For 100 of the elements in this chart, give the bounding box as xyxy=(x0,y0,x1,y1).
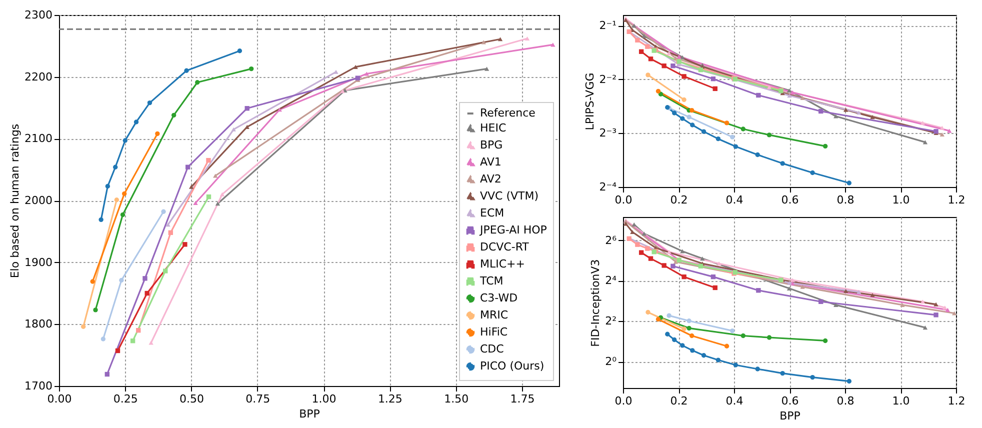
point xyxy=(93,308,98,312)
point xyxy=(920,300,926,304)
point xyxy=(822,338,828,344)
point xyxy=(220,192,225,196)
point xyxy=(686,114,692,120)
point xyxy=(680,343,685,348)
point xyxy=(206,194,212,200)
point xyxy=(114,198,120,202)
y-axis-title: LPIPS-VGG xyxy=(583,72,596,130)
point xyxy=(680,116,685,121)
point xyxy=(120,212,126,218)
point xyxy=(724,120,730,126)
point xyxy=(680,55,685,60)
point xyxy=(185,164,190,170)
point xyxy=(686,326,692,331)
point xyxy=(710,274,716,280)
legend-label: AV2 xyxy=(480,172,502,186)
y-axis-title: Elo based on human ratings xyxy=(8,124,22,278)
point xyxy=(716,358,721,362)
legend-label: HEIC xyxy=(480,122,506,134)
point xyxy=(638,49,644,54)
point xyxy=(113,164,118,170)
point xyxy=(790,278,795,282)
point xyxy=(810,374,815,380)
point xyxy=(524,36,530,41)
point xyxy=(670,264,676,268)
legend-label: MRIC xyxy=(480,308,508,322)
point xyxy=(147,100,152,106)
point xyxy=(119,278,124,283)
legend-label: JPEG-AI HOP xyxy=(479,224,548,236)
x-tick-label: 0.00 xyxy=(47,392,72,406)
point xyxy=(80,324,86,329)
point xyxy=(277,108,282,112)
point xyxy=(682,326,686,332)
legend-label: AV1 xyxy=(480,156,502,168)
point xyxy=(833,114,838,118)
point xyxy=(98,217,104,222)
point xyxy=(766,85,772,90)
point xyxy=(846,180,852,186)
x-tick-label: 1.2 xyxy=(948,194,966,206)
point xyxy=(843,108,848,112)
point xyxy=(900,302,905,307)
x-tick-label: 0.4 xyxy=(726,194,744,206)
x-tick-label: 0.25 xyxy=(113,392,138,406)
y-tick-label: 2² xyxy=(605,314,616,328)
x-tick-label: 0.2 xyxy=(670,394,688,408)
y-tick-label: 2200 xyxy=(24,70,52,84)
point xyxy=(810,170,815,176)
legend-label: MLIC++ xyxy=(480,258,525,270)
point xyxy=(244,124,250,129)
point xyxy=(740,333,746,338)
point xyxy=(364,72,370,76)
point xyxy=(666,250,672,254)
point xyxy=(934,312,938,318)
point xyxy=(940,132,944,137)
point xyxy=(648,56,654,62)
point xyxy=(733,144,738,149)
x-tick-label: 0.6 xyxy=(781,194,799,206)
y-axis-title: FID-InceptionV3 xyxy=(589,259,602,347)
point xyxy=(682,274,686,280)
point xyxy=(498,37,503,42)
point xyxy=(122,191,127,196)
point xyxy=(952,311,956,316)
point xyxy=(484,66,490,71)
point xyxy=(833,302,838,307)
point xyxy=(244,106,250,111)
point xyxy=(730,328,735,334)
legend-label: CDC xyxy=(480,342,504,356)
point xyxy=(646,72,650,78)
x-tick-label: 1.0 xyxy=(892,194,910,206)
x-tick-label: 0.8 xyxy=(836,194,854,206)
point xyxy=(790,90,795,94)
x-tick-label: 0.75 xyxy=(246,392,270,406)
point xyxy=(756,92,761,98)
point xyxy=(698,68,704,72)
x-tick-label: 1.75 xyxy=(510,392,535,406)
y-tick-label: 2⁻⁴ xyxy=(599,180,618,194)
point xyxy=(672,110,677,116)
point xyxy=(942,306,948,310)
point xyxy=(248,66,254,72)
point xyxy=(716,136,721,142)
x-axis-title: BPP xyxy=(780,410,801,422)
point xyxy=(353,64,358,69)
point xyxy=(231,127,236,132)
point xyxy=(195,80,200,85)
point xyxy=(800,96,805,100)
point xyxy=(698,264,704,268)
point xyxy=(700,256,705,261)
point xyxy=(642,34,646,38)
point xyxy=(662,64,666,68)
point xyxy=(755,152,760,158)
x-tick-label: 0.50 xyxy=(180,392,204,406)
point xyxy=(756,288,761,293)
point xyxy=(766,335,772,340)
y-tick-label: 2⁻² xyxy=(599,72,616,86)
point xyxy=(206,158,211,163)
point xyxy=(665,332,670,336)
point xyxy=(786,88,792,92)
point xyxy=(780,370,785,376)
x-tick-label: 0.6 xyxy=(781,394,799,408)
